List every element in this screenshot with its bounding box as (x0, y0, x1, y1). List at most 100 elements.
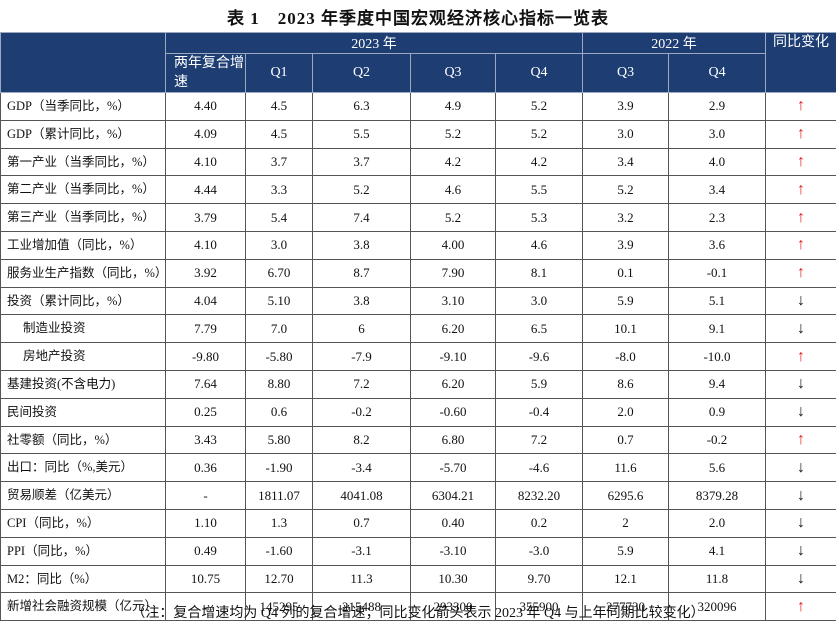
group-header: 2022 年 (582, 32, 767, 54)
cell: 5.9 (494, 369, 584, 399)
change-arrow: ↓ (765, 453, 836, 483)
cell: 4.00 (410, 230, 496, 260)
cell: -1.90 (245, 453, 313, 483)
cell: 3.4 (668, 175, 767, 205)
cell: 2 (582, 508, 670, 538)
cell: 0.40 (410, 508, 496, 538)
cell: 5.2 (494, 92, 584, 121)
row-label: GDP（累计同比，%） (0, 119, 166, 149)
cell: -0.2 (312, 397, 411, 427)
change-arrow: ↑ (765, 592, 836, 622)
cell: -7.9 (312, 342, 411, 371)
cell: 7.64 (165, 369, 246, 399)
cell: 5.6 (668, 453, 767, 483)
table-row: 制造业投资 7.79 7.0 6 6.20 6.5 10.1 9.1 ↓ (0, 314, 836, 344)
table-row: 社零额（同比，%） 3.43 5.80 8.2 6.80 7.2 0.7 -0.2 ↑ (0, 425, 836, 455)
change-arrow: ↓ (765, 564, 836, 594)
cell: 5.9 (582, 536, 670, 566)
table-row: 民间投资 0.25 0.6 -0.2 -0.60 -0.4 2.0 0.9 ↓ (0, 397, 836, 427)
cell: 7.0 (245, 314, 313, 344)
table-row: 第三产业（当季同比，%） 3.79 5.4 7.4 5.2 5.3 3.2 2.3 ↑ (0, 203, 836, 232)
cell: 5.2 (410, 119, 496, 149)
row-label: CPI（同比，%） (0, 508, 166, 538)
cell: 3.0 (494, 286, 584, 316)
cell: -5.80 (245, 342, 313, 371)
cell: 4.6 (410, 175, 496, 205)
title: 表 1 2023 年季度中国宏观经济核心指标一览表 (227, 9, 609, 28)
cell: -9.6 (494, 342, 584, 371)
quarter-header: Q4 (668, 53, 767, 93)
quarter-header: Q4 (494, 53, 584, 93)
cell: 4041.08 (312, 481, 411, 510)
row-label: 第二产业（当季同比，%） (0, 175, 166, 205)
cell: 7.4 (312, 203, 411, 232)
cell: -3.4 (312, 453, 411, 483)
change-arrow: ↓ (765, 286, 836, 316)
cell: 10.75 (165, 564, 246, 594)
cell: 1.3 (245, 508, 313, 538)
table-row: 第一产业（当季同比，%） 4.10 3.7 3.7 4.2 4.2 3.4 4.0 ↑ (0, 147, 836, 177)
table-row: GDP（累计同比，%） 4.09 4.5 5.5 5.2 5.2 3.0 3.0 ↑ (0, 119, 836, 149)
cell: 4.5 (245, 92, 313, 121)
cell: 0.36 (165, 453, 246, 483)
cell: 7.2 (494, 425, 584, 455)
change-arrow: ↓ (765, 397, 836, 427)
row-label: 制造业投资 (0, 314, 166, 344)
cell: 2.3 (668, 203, 767, 232)
cell: 4.40 (165, 92, 246, 121)
cell: 3.3 (245, 175, 313, 205)
cell: 8.7 (312, 258, 411, 288)
cell: 8379.28 (668, 481, 767, 510)
cell: -0.1 (668, 258, 767, 288)
cell: 0.7 (582, 425, 670, 455)
cell: 277730 (582, 592, 670, 622)
cell: -3.10 (410, 536, 496, 566)
cell: 3.0 (668, 119, 767, 149)
row-label: 工业增加值（同比，%） (0, 230, 166, 260)
change-arrow: ↑ (765, 203, 836, 232)
cell: 355900 (494, 592, 584, 622)
cell: 4.6 (494, 230, 584, 260)
cell: -3.0 (494, 536, 584, 566)
cell: 3.4 (582, 147, 670, 177)
cell: 3.8 (312, 286, 411, 316)
table-row: 新增社会融资规模（亿元） -145295 215488 293300 355900 277… (0, 592, 836, 622)
table-row: 服务业生产指数（同比，%） 3.92 6.70 8.7 7.90 8.1 0.1 -0.1 ↑ (0, 258, 836, 288)
change-arrow: ↑ (765, 92, 836, 121)
cell: 12.1 (582, 564, 670, 594)
cell: 3.2 (582, 203, 670, 232)
cell: 5.1 (668, 286, 767, 316)
change-arrow: ↑ (765, 175, 836, 205)
cell: 3.9 (582, 92, 670, 121)
table-row: 贸易顺差（亿美元） -1811.07 4041.08 6304.21 8232.20 62… (0, 481, 836, 510)
row-label: PPI（同比，%） (0, 536, 166, 566)
row-label: 贸易顺差（亿美元） (0, 481, 166, 510)
cell: 12.70 (245, 564, 313, 594)
cell: 4.0 (668, 147, 767, 177)
cell: 9.70 (494, 564, 584, 594)
cell: 6.20 (410, 314, 496, 344)
cell: 215488 (312, 592, 411, 622)
cell: 5.4 (245, 203, 313, 232)
cell: 3.43 (165, 425, 246, 455)
group-header: 2023 年 (164, 32, 584, 54)
cell: 5.5 (494, 175, 584, 205)
cell: 7.79 (165, 314, 246, 344)
cell: 4.09 (165, 119, 246, 149)
cell: 6.5 (494, 314, 584, 344)
cell: 3.0 (582, 119, 670, 149)
row-label: 第一产业（当季同比，%） (0, 147, 166, 177)
cell: 2.0 (668, 508, 767, 538)
cell: 8.1 (494, 258, 584, 288)
cell: 6.20 (410, 369, 496, 399)
row-label: 服务业生产指数（同比，%） (0, 258, 167, 288)
cell: -8.0 (582, 342, 670, 371)
cell: 0.49 (165, 536, 246, 566)
table-row: PPI（同比，%） 0.49 -1.60 -3.1 -3.10 -3.0 5.9 4.1 ↓ (0, 536, 836, 566)
cell: 4.44 (165, 175, 246, 205)
header-row: 2023 年 2022 年 同比变化 (0, 32, 836, 93)
header-row: 两年复合增速 Q1 Q2 Q3 Q4 Q3 Q4 (1, 53, 836, 93)
cell: -9.10 (410, 342, 496, 371)
table-row: 工业增加值（同比，%） 4.10 3.0 3.8 4.00 4.6 3.9 3.6 ↑ (0, 230, 836, 260)
